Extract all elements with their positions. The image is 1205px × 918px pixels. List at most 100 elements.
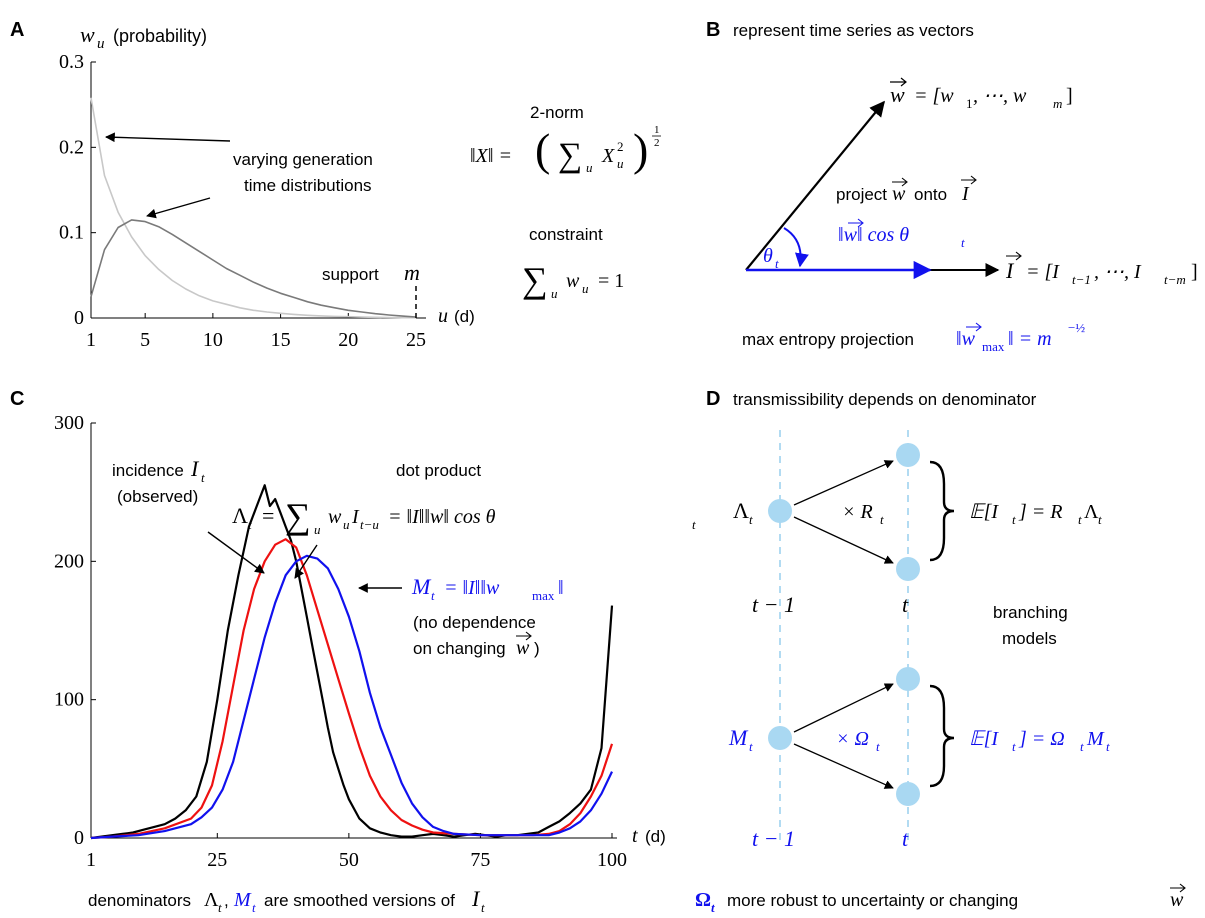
d-node-bot-source (768, 726, 792, 750)
a-xtick-label: 5 (140, 329, 150, 351)
panel-letter-c: C (10, 388, 24, 410)
c-series-line-0 (90, 484, 614, 840)
a-ytick-label: 0.3 (59, 51, 84, 73)
d-exp-R-end: ] = R (1018, 501, 1063, 523)
d-M-sub: t (749, 739, 753, 754)
b-project-text2: onto (914, 185, 947, 204)
d-M: M (728, 725, 749, 750)
c-series-line-2 (90, 554, 613, 840)
d-exp-O-sub2: t (1080, 739, 1084, 754)
c-no-dep-w-arrow (516, 631, 532, 641)
d-title: transmissibility depends on denominator (733, 390, 1037, 409)
constraint-title: constraint (529, 225, 603, 244)
b-max-text: max entropy projection (742, 330, 914, 349)
d-exp-R-end2: Λ (1084, 501, 1099, 523)
constraint-rhs: = 1 (598, 270, 624, 292)
b-proj-len-sub: t (961, 235, 965, 250)
a-ytick-label: 0.2 (59, 136, 84, 158)
c-xtick-label: 100 (597, 849, 627, 871)
d-times-O-sub: t (876, 739, 880, 754)
a-annotation-line1: varying generation (233, 150, 373, 169)
a-ytick-label: 0.1 (59, 222, 84, 244)
c-ytick-label: 300 (54, 412, 84, 434)
b-w-def-sub1: 1 (966, 96, 973, 111)
b-I-vec-arrow (1006, 251, 1022, 261)
c-no-dep2: on changing (413, 639, 506, 658)
d-caption-w: w (1170, 889, 1184, 911)
c-incidence-arrow (207, 531, 265, 574)
b-I-def-sub2: t−m (1164, 272, 1186, 287)
constraint-sum: ∑ (522, 260, 548, 300)
c-caption-lambda: Λ (204, 889, 219, 911)
d-top-arrow-up (793, 460, 894, 506)
c-caption-1: denominators (88, 891, 191, 910)
c-no-dep-close: ) (534, 639, 540, 658)
d-brace-bot (929, 684, 955, 788)
b-I-def-sub1: t−1 (1072, 272, 1091, 287)
c-m-rhs-sub: max (532, 588, 555, 603)
norm-var-sub: u (617, 156, 624, 171)
c-dot-term-sub: u (343, 517, 350, 532)
d-branching1: branching (993, 603, 1068, 622)
d-node-bot-upper (896, 667, 920, 691)
b-project-w: w (892, 183, 906, 205)
c-dot-title: dot product (396, 461, 481, 480)
b-theta: θ (763, 245, 773, 267)
b-theta-sub: t (775, 256, 779, 271)
a-ytick-label: 0 (74, 307, 84, 329)
c-incidence-line2: (observed) (117, 487, 198, 506)
a-annotation-line2: time distributions (244, 176, 372, 195)
d-t-minus-1: t − 1 (752, 592, 795, 617)
panel-a: A w u (probability) 1 5 10 15 20 2500.10.20.3… (10, 19, 661, 351)
c-dot-sum-sub: u (314, 522, 321, 537)
b-proj-len: ‖w‖ cos θ (838, 224, 909, 246)
d-exp-R-sub: t (1012, 512, 1016, 527)
constraint-var-sub: u (582, 281, 589, 296)
panel-letter-b: B (706, 19, 720, 41)
c-xtick-label: 50 (339, 849, 359, 871)
d-exp-R-sub3: t (1098, 512, 1102, 527)
c-ytick-label: 100 (54, 689, 84, 711)
d-node-bot-lower (896, 782, 920, 806)
d-bot-arrow-down (793, 743, 894, 789)
c-no-dep1: (no dependence (413, 613, 536, 632)
b-I-vec: I (1005, 258, 1015, 283)
c-caption-lambda-sub: t (218, 900, 222, 915)
constraint-var: w (566, 270, 580, 292)
c-dot-arrow (294, 544, 318, 579)
d-branching2: models (1002, 629, 1057, 648)
d-top-arrow-down (793, 516, 894, 564)
d-times-R: × R (842, 501, 873, 523)
b-project-I: I (961, 183, 970, 205)
c-caption-2: are smoothed versions of (264, 891, 455, 910)
c-incidence-line1: incidence (112, 461, 184, 480)
d-exp-O-sub: t (1012, 739, 1016, 754)
d-node-top-lower (896, 557, 920, 581)
c-xtick-label: 75 (470, 849, 490, 871)
a-ylabel-sub: u (97, 36, 105, 52)
norm-sum: ∑ (558, 137, 582, 174)
d-brace-top (929, 460, 955, 562)
a-series-line-1 (90, 219, 417, 318)
a-support-var: m (404, 260, 420, 285)
norm-var-sup: 2 (617, 139, 624, 154)
d-caption-omega: Ω (695, 889, 711, 911)
d-node-top-upper (896, 443, 920, 467)
b-project-I-arrow (961, 175, 977, 185)
d-t: t (902, 592, 909, 617)
c-dot-eq: = (262, 503, 274, 528)
b-I-def: = [I (1026, 261, 1060, 283)
c-xtick-label: 1 (86, 849, 96, 871)
c-xtick-label: 25 (207, 849, 227, 871)
d-bot-arrow-up (793, 683, 894, 733)
panel-letter-a: A (10, 19, 24, 41)
c-dot-term2-sub: t−u (360, 517, 379, 532)
a-xtick-label: 15 (271, 329, 291, 351)
c-caption-M-sub: t (252, 900, 256, 915)
d-times-O: × Ω (836, 728, 869, 750)
b-w-vec-arrow (890, 77, 907, 87)
c-caption-comma: , (224, 891, 229, 910)
c-no-dep-w: w (516, 637, 530, 659)
norm-exp-num: 1 (654, 124, 660, 136)
